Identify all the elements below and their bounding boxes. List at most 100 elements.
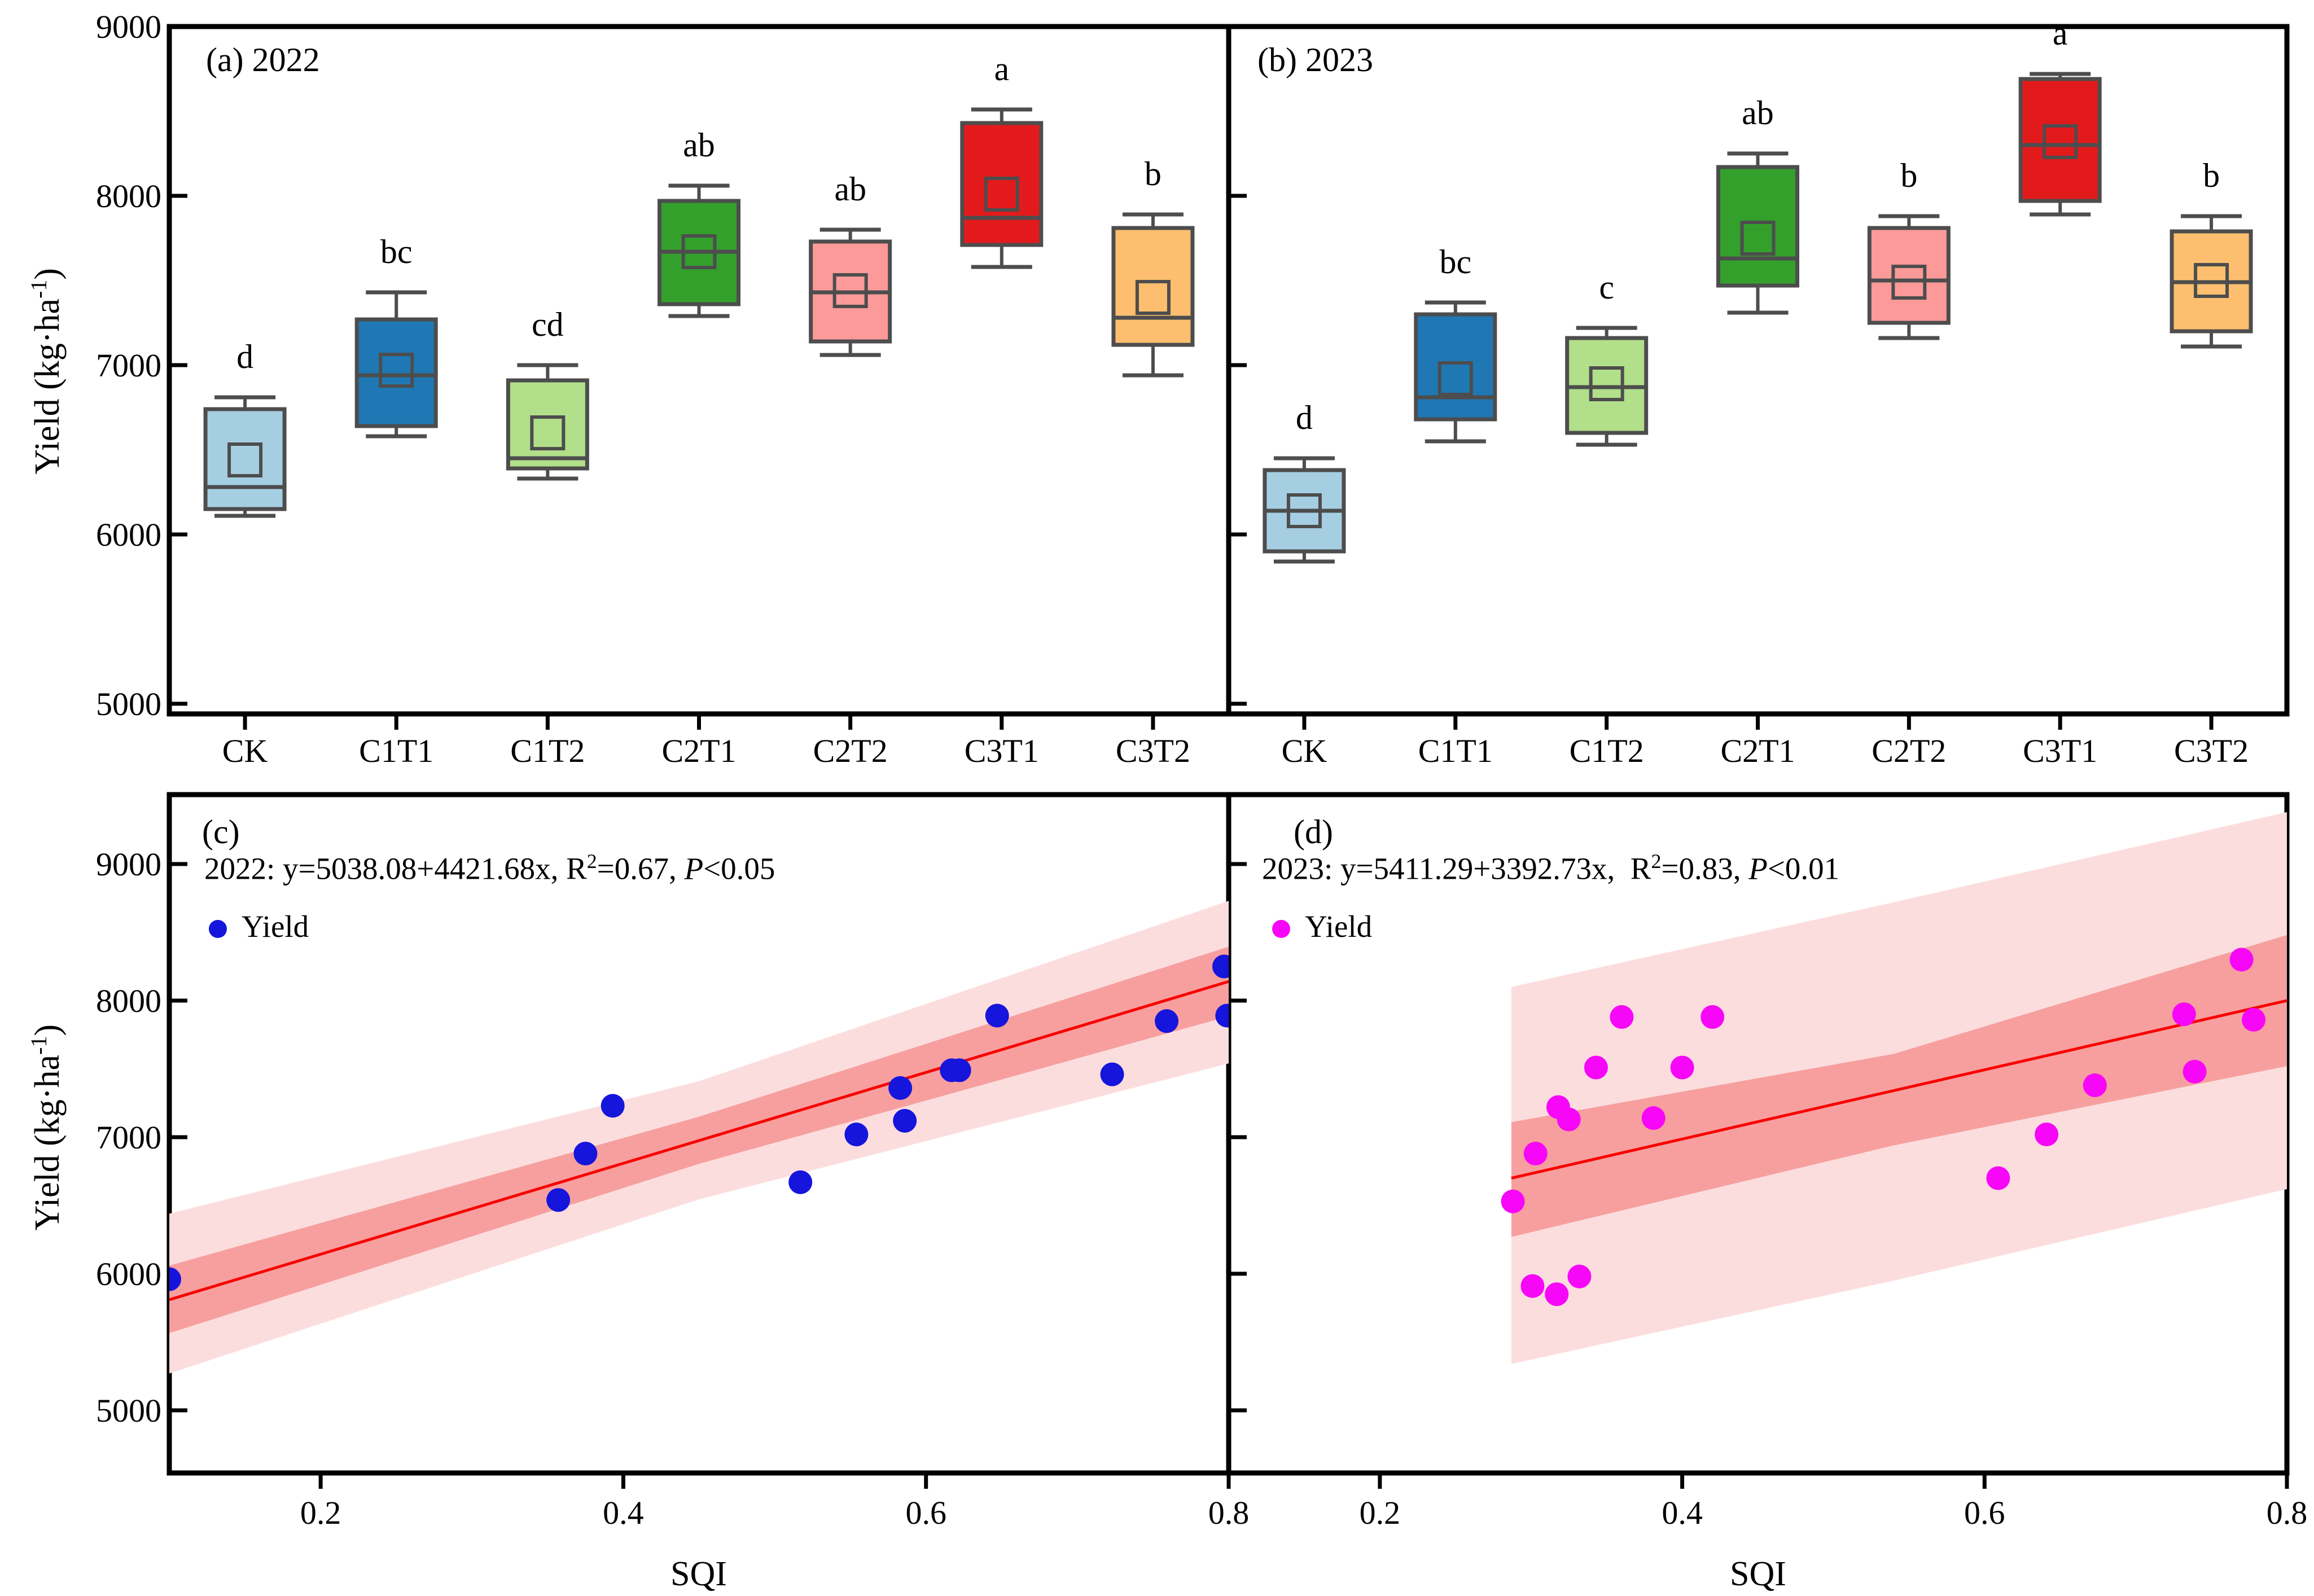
category-label-a-C3T2: C3T2 bbox=[1116, 733, 1190, 769]
row2-ytick-label: 7000 bbox=[96, 1119, 161, 1156]
row2-xtick-label: 0.2 bbox=[300, 1494, 341, 1531]
row2-xtick-label: 0.4 bbox=[1662, 1494, 1703, 1531]
mean-marker-b-C3T2 bbox=[2194, 263, 2229, 298]
box-a-C3T2 bbox=[1111, 226, 1195, 347]
regression-equation-2023: 2023: y=5411.29+3392.73x, R2=0.83, P<0.0… bbox=[1262, 851, 1839, 884]
eq-c-body: 2022: y=5038.08+4421.68x, R bbox=[204, 851, 587, 886]
ytitle1-sup: -1 bbox=[26, 279, 52, 299]
row2-xtick-label: 0.6 bbox=[1964, 1494, 2005, 1531]
category-label-b-CK: CK bbox=[1282, 733, 1327, 769]
scatter-panel-c bbox=[169, 901, 1229, 1374]
mean-marker-a-C3T2 bbox=[1135, 280, 1171, 315]
boxplot-a-C2T1 bbox=[658, 183, 740, 318]
data-point-c bbox=[985, 1003, 1009, 1028]
sig-letter-a-C2T2: ab bbox=[834, 170, 866, 208]
data-point-d bbox=[1557, 1107, 1581, 1132]
box-b-C2T2 bbox=[1867, 226, 1951, 325]
mean-marker-b-C1T2 bbox=[1589, 366, 1624, 401]
legend-dot-d bbox=[1272, 920, 1290, 938]
data-point-d bbox=[1567, 1264, 1592, 1288]
data-point-d bbox=[1545, 1282, 1569, 1306]
regression-line-c bbox=[169, 980, 1229, 1301]
boxplot-a-C1T2 bbox=[506, 363, 589, 481]
confidence-band-inner-d bbox=[1511, 935, 2287, 1237]
sig-letter-b-CK: d bbox=[1296, 399, 1313, 436]
legend-label-yield-2023: Yield bbox=[1305, 909, 1373, 944]
row2-ytick-label: 6000 bbox=[96, 1256, 161, 1292]
row2-xtick-label: 0.8 bbox=[1208, 1494, 1250, 1531]
mean-marker-a-C1T2 bbox=[530, 415, 566, 450]
data-point-c bbox=[601, 1094, 625, 1118]
box-b-C3T1 bbox=[2018, 77, 2102, 203]
row2-ytick-label: 5000 bbox=[96, 1392, 161, 1429]
legend-label-yield-2022: Yield bbox=[242, 909, 309, 944]
sig-letter-a-C3T1: a bbox=[994, 50, 1009, 87]
boxplot-a-C1T1 bbox=[354, 290, 438, 439]
y-axis-title-row1: Yield (kg·ha-1) bbox=[26, 89, 67, 654]
category-label-a-C2T2: C2T2 bbox=[813, 733, 888, 769]
box-a-C1T1 bbox=[354, 317, 438, 428]
mean-marker-b-C1T1 bbox=[1438, 361, 1473, 396]
data-point-c bbox=[1212, 954, 1229, 979]
regression-equation-2022: 2022: y=5038.08+4421.68x, R2=0.67, P<0.0… bbox=[204, 851, 775, 884]
sig-letter-b-C3T1: a bbox=[2053, 15, 2068, 52]
boxplot-a-C3T2 bbox=[1111, 212, 1195, 378]
boxplot-b-C2T1 bbox=[1716, 151, 1799, 315]
data-point-d bbox=[2035, 1123, 2059, 1147]
eq-c-sup: 2 bbox=[586, 850, 597, 872]
data-point-c bbox=[546, 1188, 571, 1212]
box-a-C3T1 bbox=[960, 121, 1044, 247]
category-label-b-C2T1: C2T1 bbox=[1720, 733, 1795, 769]
row2-ytick-label: 8000 bbox=[96, 983, 161, 1019]
mean-marker-b-C3T1 bbox=[2043, 124, 2078, 159]
row1-ytick-label: 9000 bbox=[96, 8, 161, 45]
row1-ytick-label: 6000 bbox=[96, 516, 161, 553]
panel-b-title: (b) 2023 bbox=[1257, 41, 1373, 78]
data-point-d bbox=[2182, 1059, 2207, 1084]
category-label-b-C1T2: C1T2 bbox=[1570, 733, 1644, 769]
sig-letter-a-CK: d bbox=[236, 338, 253, 375]
category-label-a-CK: CK bbox=[222, 733, 268, 769]
category-label-b-C3T2: C3T2 bbox=[2174, 733, 2249, 769]
data-point-d bbox=[1520, 1274, 1545, 1298]
data-point-c bbox=[1155, 1009, 1179, 1033]
data-point-c bbox=[893, 1108, 917, 1133]
category-label-a-C3T1: C3T1 bbox=[965, 733, 1039, 769]
row1-ytick-label: 5000 bbox=[96, 686, 161, 722]
sig-letter-b-C2T2: b bbox=[1900, 157, 1917, 194]
regression-line-d bbox=[1511, 999, 2287, 1180]
boxplot-b-C1T2 bbox=[1565, 326, 1649, 447]
x-axis-title-sqi-c: SQI bbox=[670, 1555, 727, 1593]
mean-marker-b-CK bbox=[1286, 493, 1322, 528]
sig-letter-a-C1T2: cd bbox=[532, 306, 564, 343]
box-b-C2T1 bbox=[1716, 165, 1799, 288]
row2-xtick-label: 0.2 bbox=[1360, 1494, 1401, 1531]
boxplot-b-C3T1 bbox=[2018, 72, 2102, 217]
data-point-d bbox=[2242, 1007, 2266, 1032]
ytitle2-suffix: ) bbox=[28, 1024, 67, 1036]
data-point-c bbox=[947, 1058, 971, 1082]
data-point-d bbox=[1584, 1055, 1608, 1080]
data-point-d bbox=[1670, 1055, 1694, 1080]
row2-xtick-label: 0.6 bbox=[905, 1494, 946, 1531]
boxplot-b-CK bbox=[1263, 456, 1346, 564]
category-label-a-C1T2: C1T2 bbox=[510, 733, 585, 769]
scatter-panel-d bbox=[1501, 812, 2287, 1364]
boxplot-b-C3T2 bbox=[2170, 214, 2253, 349]
row2-xtick-label: 0.4 bbox=[603, 1494, 644, 1531]
box-a-CK bbox=[203, 407, 287, 511]
ytitle2-prefix: Yield (kg·ha bbox=[28, 1055, 67, 1231]
data-point-d bbox=[1986, 1166, 2010, 1190]
boxplot-a-C3T1 bbox=[960, 107, 1044, 269]
mean-marker-a-C1T1 bbox=[379, 353, 414, 388]
data-point-d bbox=[2083, 1073, 2107, 1098]
eq-d-tail: <0.01 bbox=[1767, 851, 1840, 886]
data-point-d bbox=[2172, 1002, 2196, 1027]
eq-d-p: P bbox=[1748, 851, 1768, 886]
eq-c-mid: =0.67, bbox=[597, 851, 685, 886]
eq-d-body: 2023: y=5411.29+3392.73x, R bbox=[1262, 851, 1651, 886]
category-label-b-C2T2: C2T2 bbox=[1872, 733, 1946, 769]
ytitle1-prefix: Yield (kg·ha bbox=[28, 299, 67, 475]
data-point-c bbox=[573, 1142, 598, 1166]
